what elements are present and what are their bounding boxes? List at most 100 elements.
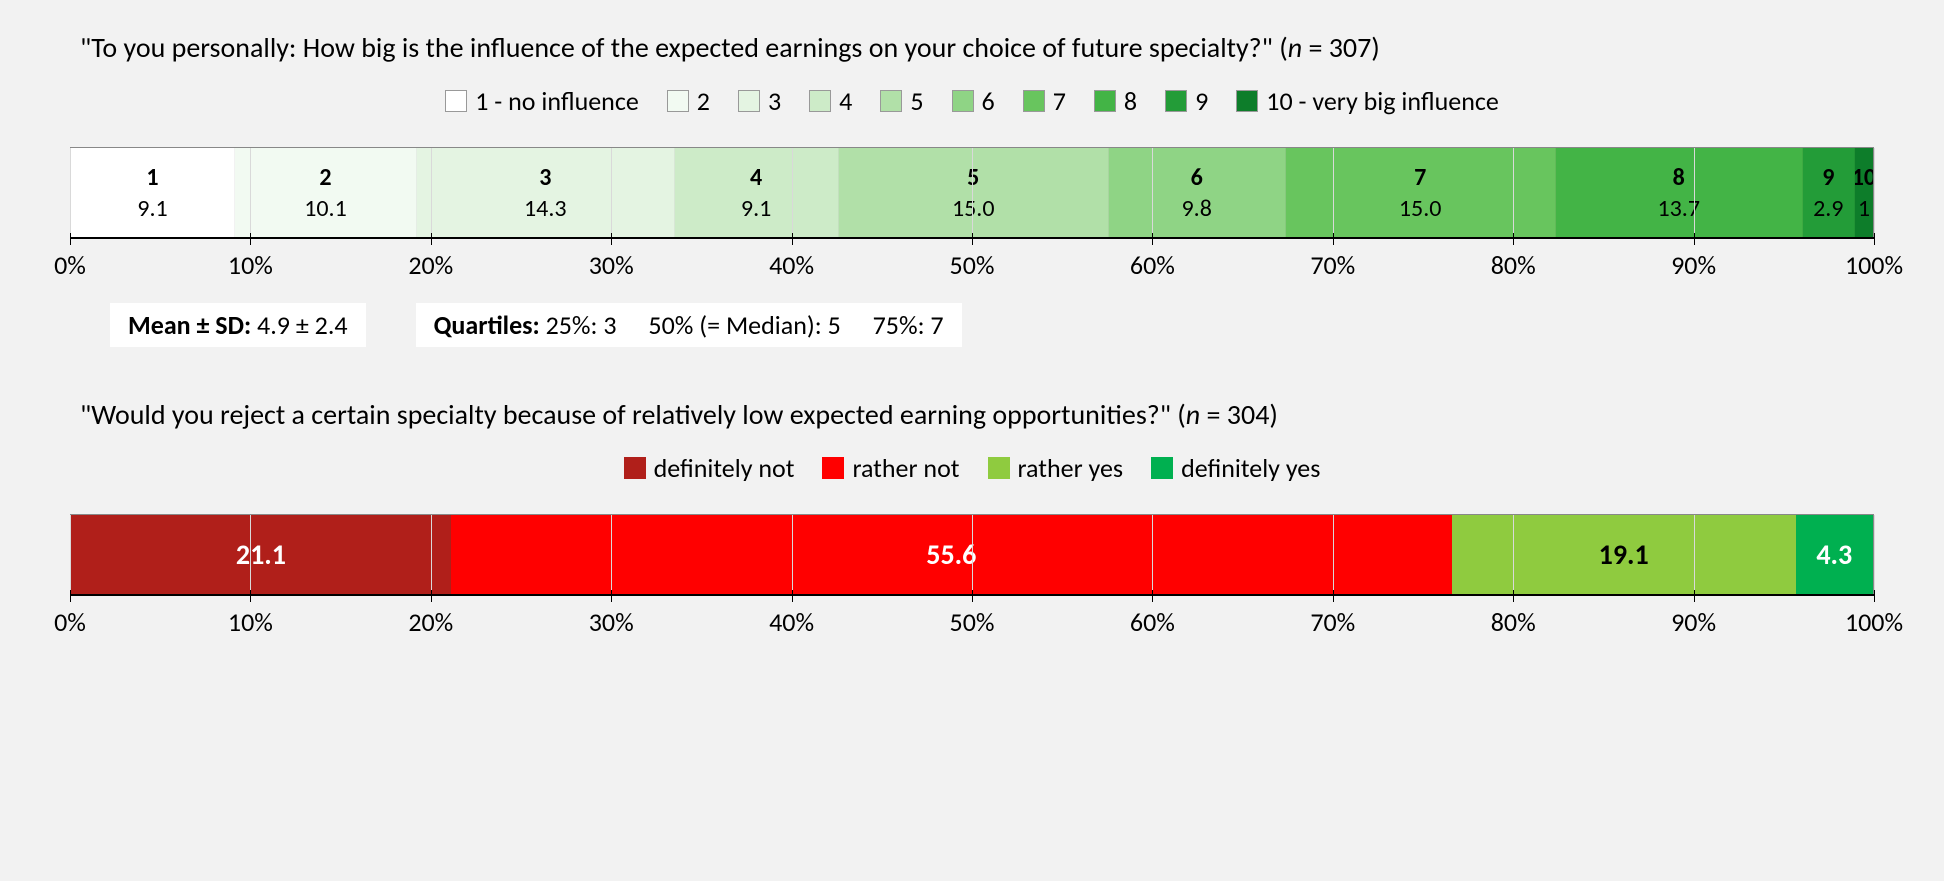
axis-tick	[1874, 590, 1875, 602]
axis-label: 40%	[769, 249, 814, 281]
segment-number: 5	[967, 163, 979, 192]
legend-item: 6	[952, 85, 995, 117]
legend-swatch	[1236, 90, 1258, 112]
legend-item: 4	[809, 85, 852, 117]
axis-label: 30%	[589, 606, 634, 638]
axis-label: 90%	[1671, 249, 1716, 281]
legend-swatch	[1023, 90, 1045, 112]
segment-value: 15.0	[952, 194, 995, 223]
axis-label: 100%	[1845, 606, 1903, 638]
legend-bullet	[1151, 457, 1173, 479]
axis-label: 100%	[1845, 249, 1903, 281]
chart2-segment: 21.1	[71, 515, 451, 594]
legend-label: 10 - very big influence	[1266, 85, 1499, 117]
legend-item: 3	[738, 85, 781, 117]
legend-bullet	[988, 457, 1010, 479]
segment-number: 4	[750, 163, 762, 192]
gridline	[972, 515, 973, 600]
segment-value: 1	[1858, 194, 1870, 223]
axis-tick	[1694, 233, 1695, 245]
axis-label: 20%	[408, 606, 453, 638]
legend-item: rather yes	[988, 452, 1124, 484]
axis-tick	[1333, 233, 1334, 245]
chart1-n-value: = 307)	[1302, 30, 1380, 65]
legend-label: definitely not	[654, 452, 795, 484]
axis-tick	[611, 233, 612, 245]
axis-label: 80%	[1491, 249, 1536, 281]
axis-tick	[431, 590, 432, 602]
axis-tick	[431, 233, 432, 245]
legend-label: 6	[982, 85, 995, 117]
legend-label: definitely yes	[1181, 452, 1320, 484]
segment-value: 9.1	[137, 194, 167, 223]
chart1-axis: 0%10%20%30%40%50%60%70%80%90%100%	[70, 237, 1874, 285]
gridline	[250, 515, 251, 600]
chart1-segment: 813.7	[1556, 148, 1803, 237]
legend-item: 1 - no influence	[445, 85, 639, 117]
segment-number: 10	[1855, 163, 1873, 192]
axis-tick	[1333, 590, 1334, 602]
chart2-segment: 4.3	[1796, 515, 1873, 594]
axis-tick	[1513, 590, 1514, 602]
axis-tick	[1694, 590, 1695, 602]
chart1-segment: 314.3	[417, 148, 675, 237]
figure-container: "To you personally: How big is the influ…	[0, 0, 1944, 881]
axis-tick	[972, 233, 973, 245]
chart2-segment: 19.1	[1452, 515, 1796, 594]
axis-label: 90%	[1671, 606, 1716, 638]
axis-label: 50%	[950, 249, 995, 281]
axis-tick	[611, 590, 612, 602]
chart2-legend: definitely not rather not rather yes defini…	[50, 452, 1894, 484]
mean-sd-value: 4.9 ± 2.4	[251, 309, 347, 341]
legend-label: 1 - no influence	[475, 85, 639, 117]
axis-label: 70%	[1310, 606, 1355, 638]
axis-tick	[972, 590, 973, 602]
gridline	[1333, 148, 1334, 243]
axis-tick	[1152, 590, 1153, 602]
legend-swatch	[880, 90, 902, 112]
gridline	[1152, 515, 1153, 600]
legend-item: 9	[1165, 85, 1208, 117]
gridline	[250, 148, 251, 243]
legend-label: 8	[1124, 85, 1137, 117]
quartiles-box: Quartiles: 25%: 3 50% (= Median): 5 75%:…	[416, 303, 962, 347]
legend-item: definitely yes	[1151, 452, 1320, 484]
axis-tick	[1513, 233, 1514, 245]
chart1-segment: 19.1	[71, 148, 235, 237]
legend-swatch	[952, 90, 974, 112]
gridline	[1874, 148, 1875, 243]
segment-number: 8	[1673, 163, 1685, 192]
axis-tick	[70, 233, 71, 245]
axis-label: 10%	[228, 249, 273, 281]
legend-item: definitely not	[624, 452, 795, 484]
chart1-legend: 1 - no influence2345678910 - very big in…	[50, 85, 1894, 117]
gridline	[431, 148, 432, 243]
segment-number: 1	[146, 163, 158, 192]
chart1-segment: 49.1	[675, 148, 839, 237]
chart2: "Would you reject a certain specialty be…	[50, 397, 1894, 642]
mean-sd-box: Mean ± SD: 4.9 ± 2.4	[110, 303, 366, 347]
segment-number: 3	[539, 163, 551, 192]
gridline	[611, 148, 612, 243]
chart1-question: "To you personally: How big is the influ…	[80, 30, 1894, 65]
chart2-question-text: "Would you reject a certain specialty be…	[80, 397, 1186, 432]
gridline	[70, 148, 71, 243]
axis-tick	[1874, 233, 1875, 245]
axis-label: 40%	[769, 606, 814, 638]
quartiles-value: 25%: 3 50% (= Median): 5 75%: 7	[540, 309, 944, 341]
chart1: "To you personally: How big is the influ…	[50, 30, 1894, 347]
gridline	[70, 515, 71, 600]
legend-label: 7	[1053, 85, 1066, 117]
axis-tick	[1152, 233, 1153, 245]
chart1-question-text: "To you personally: How big is the influ…	[80, 30, 1288, 65]
legend-swatch	[1165, 90, 1187, 112]
legend-item: rather not	[822, 452, 959, 484]
segment-number: 7	[1414, 163, 1426, 192]
gridline	[1513, 148, 1514, 243]
legend-swatch	[445, 90, 467, 112]
axis-tick	[70, 590, 71, 602]
legend-label: 5	[910, 85, 923, 117]
legend-label: 9	[1195, 85, 1208, 117]
chart1-segment: 515.0	[839, 148, 1109, 237]
gridline	[1694, 515, 1695, 600]
